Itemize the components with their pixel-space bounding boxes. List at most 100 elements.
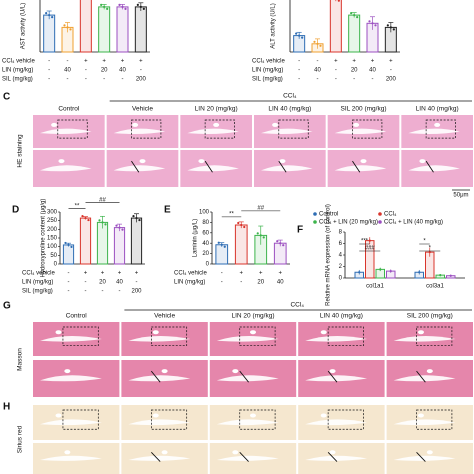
- data-dot: [118, 3, 121, 6]
- column-label: Control: [58, 106, 80, 113]
- vessel: [128, 455, 191, 461]
- condition-label: LIN (mg/kg): [252, 68, 283, 74]
- column-label: Vehicle: [132, 106, 153, 113]
- condition-label: SIL (mg/kg): [252, 77, 283, 83]
- condition-value: 40: [119, 68, 126, 74]
- arrow: [327, 451, 338, 462]
- condition-value: 200: [386, 77, 397, 83]
- vessel: [393, 455, 456, 461]
- vessel: [232, 450, 239, 455]
- zoom-box: [150, 409, 188, 430]
- arrow: [278, 160, 287, 173]
- condition-value: 200: [131, 289, 142, 295]
- data-dot: [136, 3, 139, 6]
- bar: [329, 0, 342, 53]
- zoom-box: [57, 119, 88, 139]
- data-dot: [386, 24, 389, 27]
- vessel: [187, 165, 239, 172]
- condition-value: -: [335, 77, 337, 83]
- data-dot: [428, 251, 431, 254]
- condition-value: 20: [101, 68, 108, 74]
- condition-label: LIN (mg/kg): [2, 68, 33, 74]
- vessel: [40, 335, 102, 342]
- condition-value: -: [85, 77, 87, 83]
- data-dot: [240, 223, 243, 227]
- vessel: [161, 369, 168, 374]
- vessel: [360, 159, 367, 164]
- vessel: [113, 128, 166, 135]
- vessel: [417, 413, 424, 418]
- zoom-box: [278, 119, 309, 139]
- arrow: [150, 370, 161, 383]
- data-dot: [103, 5, 106, 8]
- data-dot: [45, 12, 48, 15]
- condition-value: -: [68, 271, 70, 277]
- condition-value: 40: [277, 280, 284, 286]
- condition-value: +: [352, 59, 356, 65]
- column-label: SIL 200 (mg/kg): [340, 106, 386, 113]
- data-dot: [121, 228, 124, 231]
- vessel: [198, 159, 205, 164]
- panel-label: F: [297, 225, 303, 236]
- data-dot: [301, 36, 304, 39]
- condition-value: -: [298, 59, 300, 65]
- condition-value: +: [334, 59, 338, 65]
- condition-value: 200: [136, 77, 147, 83]
- x-tick-label: col1a1: [366, 284, 384, 290]
- data-dot: [106, 7, 109, 10]
- bar: [134, 6, 147, 53]
- y-axis-label: ALT activity (U/L): [271, 3, 277, 48]
- column-label: Control: [66, 313, 88, 320]
- arrow: [151, 451, 161, 462]
- data-dot: [84, 216, 87, 220]
- arrow: [352, 160, 361, 173]
- vessel: [232, 369, 239, 374]
- vessel: [161, 450, 168, 455]
- vessel: [40, 128, 92, 135]
- arrow: [416, 451, 426, 462]
- condition-value: -: [317, 59, 319, 65]
- data-dot: [356, 16, 359, 19]
- data-dot: [121, 5, 124, 8]
- data-dot: [313, 40, 316, 43]
- zoom-box: [327, 409, 364, 430]
- condition-value: +: [139, 59, 143, 65]
- vessel: [250, 413, 256, 418]
- column-label: Vehicle: [154, 313, 175, 320]
- group-label: CCl₄: [283, 93, 297, 100]
- data-dot: [220, 243, 223, 246]
- condition-value: 20: [257, 280, 264, 286]
- column-label: LIN 40 (mg/kg): [416, 106, 459, 113]
- condition-value: 20: [99, 280, 106, 286]
- bar: [215, 244, 229, 265]
- y-tick-label: 100: [47, 244, 58, 250]
- data-dot: [418, 271, 421, 274]
- data-dot: [276, 240, 279, 243]
- bar: [98, 6, 111, 53]
- vessel: [139, 159, 146, 164]
- data-dot: [350, 12, 353, 15]
- data-dot: [337, 0, 340, 2]
- condition-label: CCl₄ vehicle: [2, 59, 35, 65]
- legend-label: Control: [319, 212, 338, 218]
- bar: [79, 0, 92, 53]
- data-dot: [87, 218, 90, 222]
- legend-swatch: [378, 212, 382, 216]
- data-dot: [389, 26, 392, 29]
- data-dot: [100, 3, 103, 6]
- condition-label: CCl₄ vehicle: [174, 271, 207, 277]
- condition-value: +: [102, 59, 106, 65]
- data-dot: [449, 274, 452, 277]
- data-dot: [368, 20, 371, 23]
- condition-value: +: [118, 271, 122, 277]
- data-dot: [142, 7, 145, 10]
- data-dot: [124, 7, 127, 10]
- y-axis-label: Relative mRNA expression (of control): [326, 204, 332, 306]
- condition-value: -: [67, 59, 69, 65]
- significance-label: ##: [99, 197, 106, 203]
- condition-value: -: [85, 68, 87, 74]
- arrow: [131, 160, 140, 173]
- arrow: [239, 370, 249, 383]
- vessel: [393, 375, 456, 382]
- stain-label: HE staining: [17, 134, 24, 168]
